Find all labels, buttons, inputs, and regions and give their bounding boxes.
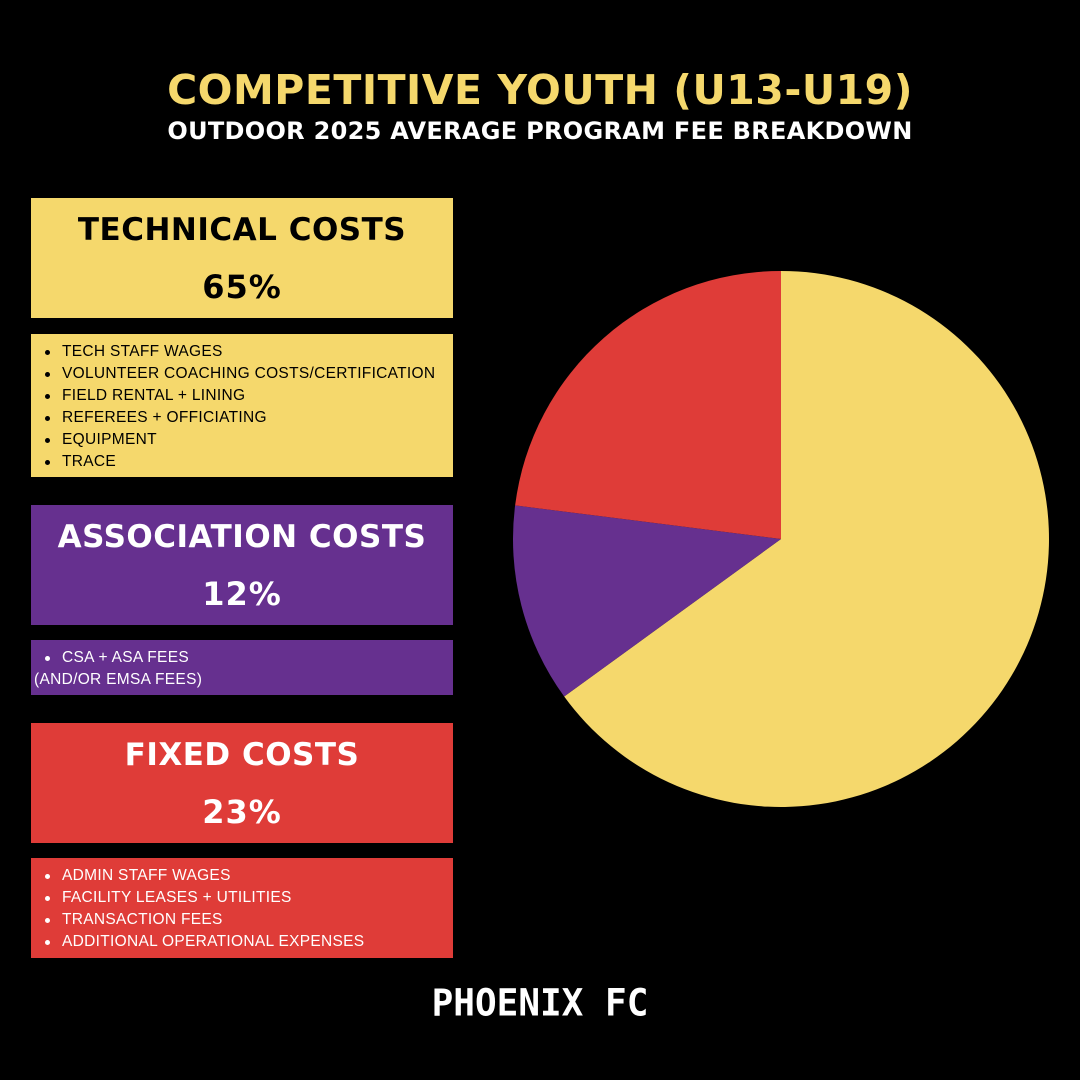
- list-item: ADMIN STAFF WAGES: [31, 865, 453, 887]
- technical-costs-percent: 65%: [202, 268, 282, 306]
- association-costs-title: ASSOCIATION COSTS: [57, 519, 427, 555]
- list-item: VOLUNTEER COACHING COSTS/CERTIFICATION: [31, 363, 453, 385]
- list-item: FIELD RENTAL + LINING: [31, 385, 453, 407]
- pie-slice-technical-costs: [564, 271, 1049, 807]
- association-costs-list: CSA + ASA FEES (AND/OR EMSA FEES): [31, 640, 453, 695]
- list-item: ADDITIONAL OPERATIONAL EXPENSES: [31, 931, 453, 953]
- technical-costs-list: TECH STAFF WAGES VOLUNTEER COACHING COST…: [31, 334, 453, 477]
- technical-costs-title: TECHNICAL COSTS: [77, 212, 407, 248]
- fixed-costs-list: ADMIN STAFF WAGES FACILITY LEASES + UTIL…: [31, 858, 453, 958]
- association-costs-percent: 12%: [202, 575, 282, 613]
- fixed-costs-header: FIXED COSTS 23%: [31, 723, 453, 843]
- list-item: EQUIPMENT: [31, 429, 453, 451]
- list-note: (AND/OR EMSA FEES): [34, 671, 203, 688]
- association-costs-header: ASSOCIATION COSTS 12%: [31, 505, 453, 625]
- list-item: CSA + ASA FEES: [31, 647, 453, 669]
- pie-slice-fixed-costs: [515, 271, 781, 539]
- pie-slice-association-costs: [512, 505, 781, 697]
- phoenix-fc-logo: PHOENIX FC: [431, 981, 649, 1026]
- list-item: FACILITY LEASES + UTILITIES: [31, 887, 453, 909]
- fixed-costs-title: FIXED COSTS: [124, 737, 360, 773]
- list-item: REFEREES + OFFICIATING: [31, 407, 453, 429]
- fixed-costs-percent: 23%: [202, 793, 282, 831]
- chart-title: COMPETITIVE YOUTH (U13-U19): [167, 66, 913, 114]
- list-item: TECH STAFF WAGES: [31, 341, 453, 363]
- technical-costs-header: TECHNICAL COSTS 65%: [31, 198, 453, 318]
- list-item: TRANSACTION FEES: [31, 909, 453, 931]
- list-item: TRACE: [31, 451, 453, 473]
- chart-subtitle: OUTDOOR 2025 AVERAGE PROGRAM FEE BREAKDO…: [167, 117, 913, 145]
